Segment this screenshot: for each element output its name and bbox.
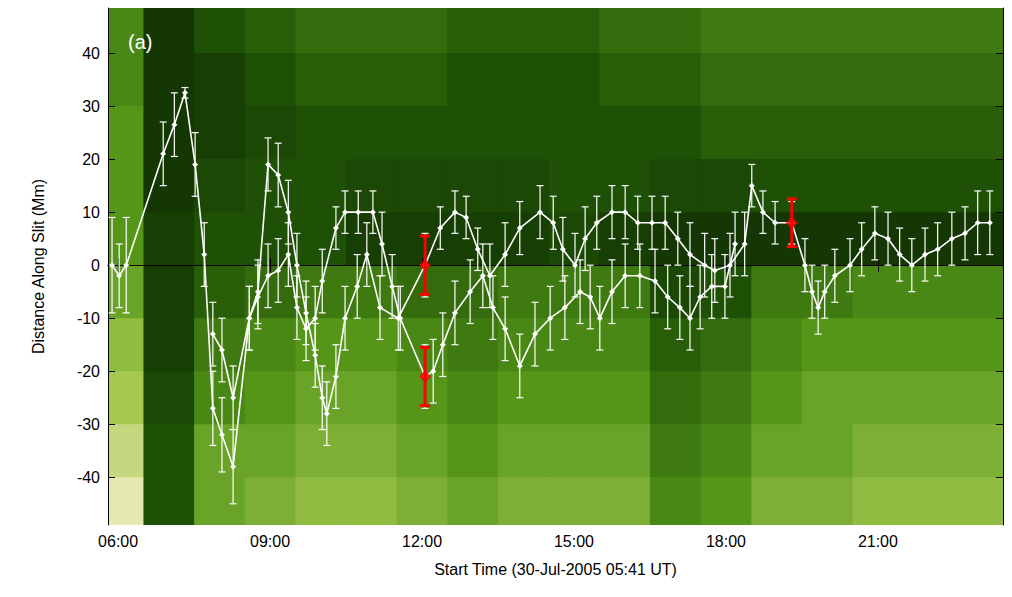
- svg-text:20: 20: [82, 151, 100, 168]
- svg-text:30: 30: [82, 98, 100, 115]
- svg-text:Distance Along Slit (Mm): Distance Along Slit (Mm): [30, 179, 47, 354]
- svg-text:0: 0: [91, 257, 100, 274]
- svg-text:-30: -30: [77, 416, 100, 433]
- svg-text:10: 10: [82, 204, 100, 221]
- svg-text:Start Time (30-Jul-2005 05:41: Start Time (30-Jul-2005 05:41 UT): [434, 561, 677, 578]
- svg-text:-10: -10: [77, 310, 100, 327]
- svg-text:15:00: 15:00: [554, 533, 594, 550]
- svg-text:-20: -20: [77, 363, 100, 380]
- svg-text:18:00: 18:00: [706, 533, 746, 550]
- svg-text:12:00: 12:00: [402, 533, 442, 550]
- svg-text:21:00: 21:00: [858, 533, 898, 550]
- svg-text:06:00: 06:00: [98, 533, 138, 550]
- svg-text:(a): (a): [128, 31, 152, 53]
- svg-text:40: 40: [82, 45, 100, 62]
- svg-text:-40: -40: [77, 469, 100, 486]
- svg-text:09:00: 09:00: [250, 533, 290, 550]
